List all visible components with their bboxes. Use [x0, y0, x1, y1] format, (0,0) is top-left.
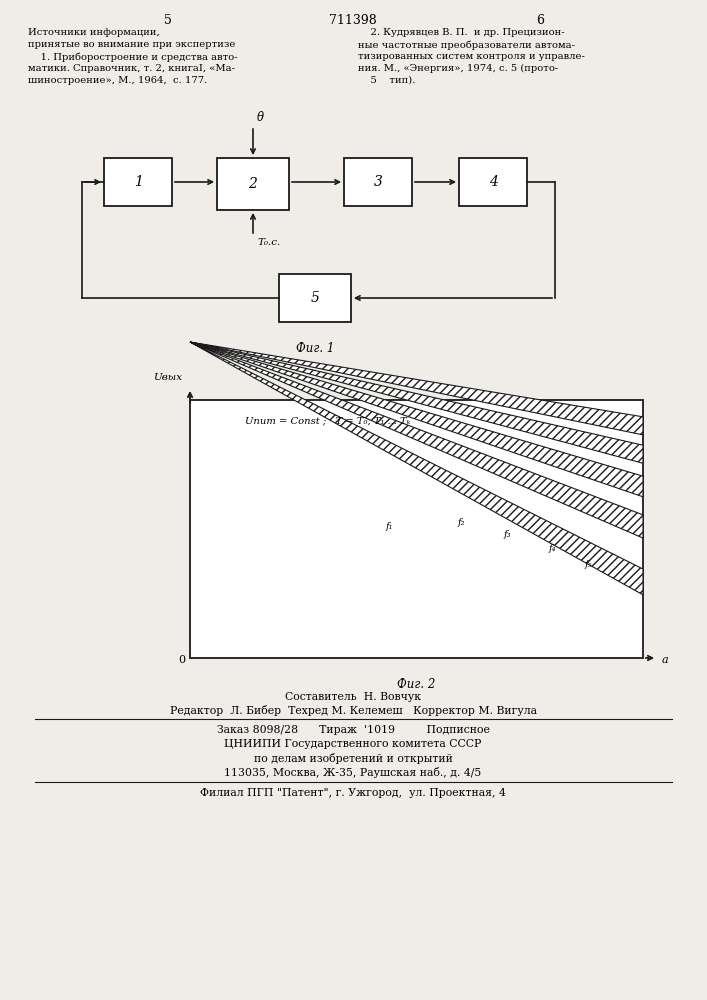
Text: Источники информации,: Источники информации, — [28, 28, 160, 37]
Text: 0: 0 — [178, 655, 185, 665]
Polygon shape — [190, 342, 643, 595]
Text: ные частотные преобразователи автома-: ные частотные преобразователи автома- — [358, 40, 575, 49]
Text: f₁: f₁ — [385, 522, 393, 531]
Text: ЦНИИПИ Государственного комитета СССР: ЦНИИПИ Государственного комитета СССР — [224, 739, 481, 749]
Text: принятые во внимание при экспертизе: принятые во внимание при экспертизе — [28, 40, 235, 49]
Text: Фиг. 1: Фиг. 1 — [296, 342, 334, 355]
Polygon shape — [190, 342, 643, 538]
Text: 711398: 711398 — [329, 14, 377, 27]
Bar — [190, 400, 643, 658]
Text: 5    тип).: 5 тип). — [358, 76, 416, 85]
Text: f₂: f₂ — [458, 518, 465, 527]
Bar — [459, 158, 527, 206]
Text: Uвых: Uвых — [153, 373, 182, 382]
Polygon shape — [190, 342, 643, 463]
Text: Фиг. 2: Фиг. 2 — [397, 678, 436, 691]
Bar — [344, 158, 412, 206]
Text: Филиал ПГП "Патент", г. Ужгород,  ул. Проектная, 4: Филиал ПГП "Патент", г. Ужгород, ул. Про… — [200, 788, 506, 798]
Text: f₄: f₄ — [549, 544, 556, 553]
Polygon shape — [190, 342, 643, 435]
Text: 113035, Москва, Ж-35, Раушская наб., д. 4/5: 113035, Москва, Ж-35, Раушская наб., д. … — [224, 767, 481, 778]
Text: T₀.с.: T₀.с. — [258, 238, 281, 247]
Text: по делам изобретений и открытий: по делам изобретений и открытий — [254, 753, 452, 764]
Text: 6: 6 — [536, 14, 544, 27]
Bar — [104, 158, 172, 206]
Text: Заказ 8098/28      Тираж  '1019         Подписное: Заказ 8098/28 Тираж '1019 Подписное — [216, 725, 489, 735]
Text: матики. Справочник, т. 2, книгаI, «Ма-: матики. Справочник, т. 2, книгаI, «Ма- — [28, 64, 235, 73]
Text: 5: 5 — [164, 14, 172, 27]
Text: θ: θ — [257, 111, 264, 124]
Text: шиностроение», М., 1964,  с. 177.: шиностроение», М., 1964, с. 177. — [28, 76, 207, 85]
Bar — [279, 274, 351, 322]
Bar — [217, 158, 289, 210]
Text: тизированных систем контроля и управле-: тизированных систем контроля и управле- — [358, 52, 585, 61]
Polygon shape — [190, 342, 643, 497]
Text: Составитель  Н. Вовчук: Составитель Н. Вовчук — [285, 692, 421, 702]
Text: 1. Приборостроение и средства авто-: 1. Приборостроение и средства авто- — [28, 52, 238, 62]
Text: 5: 5 — [310, 291, 320, 305]
Text: f₅: f₅ — [585, 560, 592, 569]
Text: 2: 2 — [249, 177, 257, 191]
Text: Uпит = Const ;   T = T₀, T₁ ... Tₖ: Uпит = Const ; T = T₀, T₁ ... Tₖ — [245, 416, 410, 425]
Text: 3: 3 — [373, 175, 382, 189]
Text: ния. М., «Энергия», 1974, с. 5 (прото-: ния. М., «Энергия», 1974, с. 5 (прото- — [358, 64, 559, 73]
Text: 4: 4 — [489, 175, 498, 189]
Text: a: a — [662, 655, 668, 665]
Text: Редактор  Л. Бибер  Техред М. Келемеш   Корректор М. Вигула: Редактор Л. Бибер Техред М. Келемеш Корр… — [170, 705, 537, 716]
Text: 2. Кудрявцев В. П.  и др. Прецизион-: 2. Кудрявцев В. П. и др. Прецизион- — [358, 28, 565, 37]
Text: f₃: f₃ — [503, 530, 511, 539]
Text: 1: 1 — [134, 175, 142, 189]
